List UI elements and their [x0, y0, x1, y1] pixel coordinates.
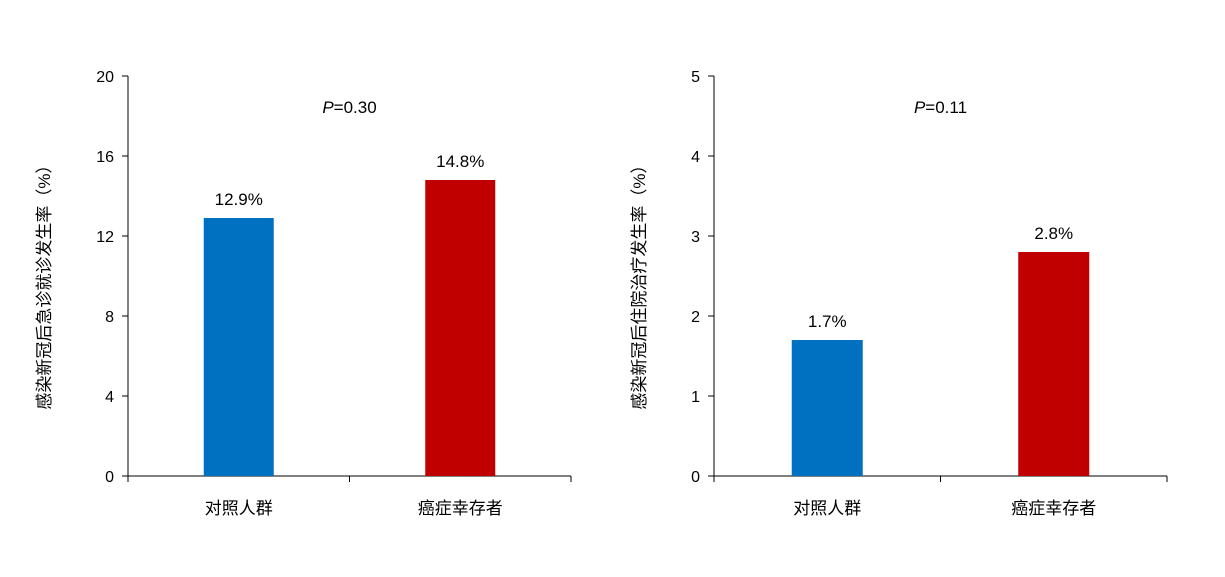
x-category-label: 癌症幸存者 [1011, 499, 1096, 518]
p-value-annotation: P=0.30 [322, 98, 376, 117]
y-tick-label: 8 [105, 309, 114, 326]
y-tick-label: 1 [691, 389, 700, 406]
y-tick-label: 0 [105, 469, 114, 486]
data-label: 12.9% [215, 190, 263, 209]
bar [203, 218, 274, 476]
y-tick-label: 2 [691, 309, 700, 326]
data-label: 1.7% [808, 312, 847, 331]
y-axis-title: 感染新冠后急诊就诊发生率（%） [35, 156, 54, 409]
y-tick-label: 12 [96, 229, 114, 246]
p-value: =0.30 [334, 98, 377, 117]
x-category-label: 癌症幸存者 [418, 499, 503, 518]
bar [791, 340, 863, 476]
y-tick-label: 0 [691, 469, 700, 486]
bar [1018, 252, 1090, 476]
p-value: =0.11 [925, 98, 967, 117]
x-category-label: 对照人群 [205, 499, 273, 518]
y-tick-label: 4 [691, 149, 700, 166]
y-tick-label: 3 [691, 229, 700, 246]
p-value-annotation: P=0.11 [914, 98, 967, 117]
y-tick-label: 5 [691, 69, 700, 86]
x-category-label: 对照人群 [793, 499, 861, 518]
y-axis-title: 感染新冠后住院治疗发生率（%） [630, 156, 649, 409]
y-tick-label: 4 [105, 389, 114, 406]
p-symbol: P [322, 98, 334, 117]
bar [425, 180, 496, 476]
data-label: 14.8% [436, 152, 484, 171]
y-tick-label: 20 [96, 69, 114, 86]
p-symbol: P [914, 98, 926, 117]
y-tick-label: 16 [96, 149, 114, 166]
emergency-visit-chart: 0 4 8 12 16 20 12.9% 对照人群 14.8% 癌症幸存者 P=0.30 感染新冠后急… [35, 69, 572, 518]
data-label: 2.8% [1034, 224, 1073, 243]
hospitalization-chart: 0 1 2 3 4 5 1.7% 对照人群 2.8% 癌症幸存者 P=0.11 感染新冠后住院治疗发生… [630, 69, 1168, 518]
